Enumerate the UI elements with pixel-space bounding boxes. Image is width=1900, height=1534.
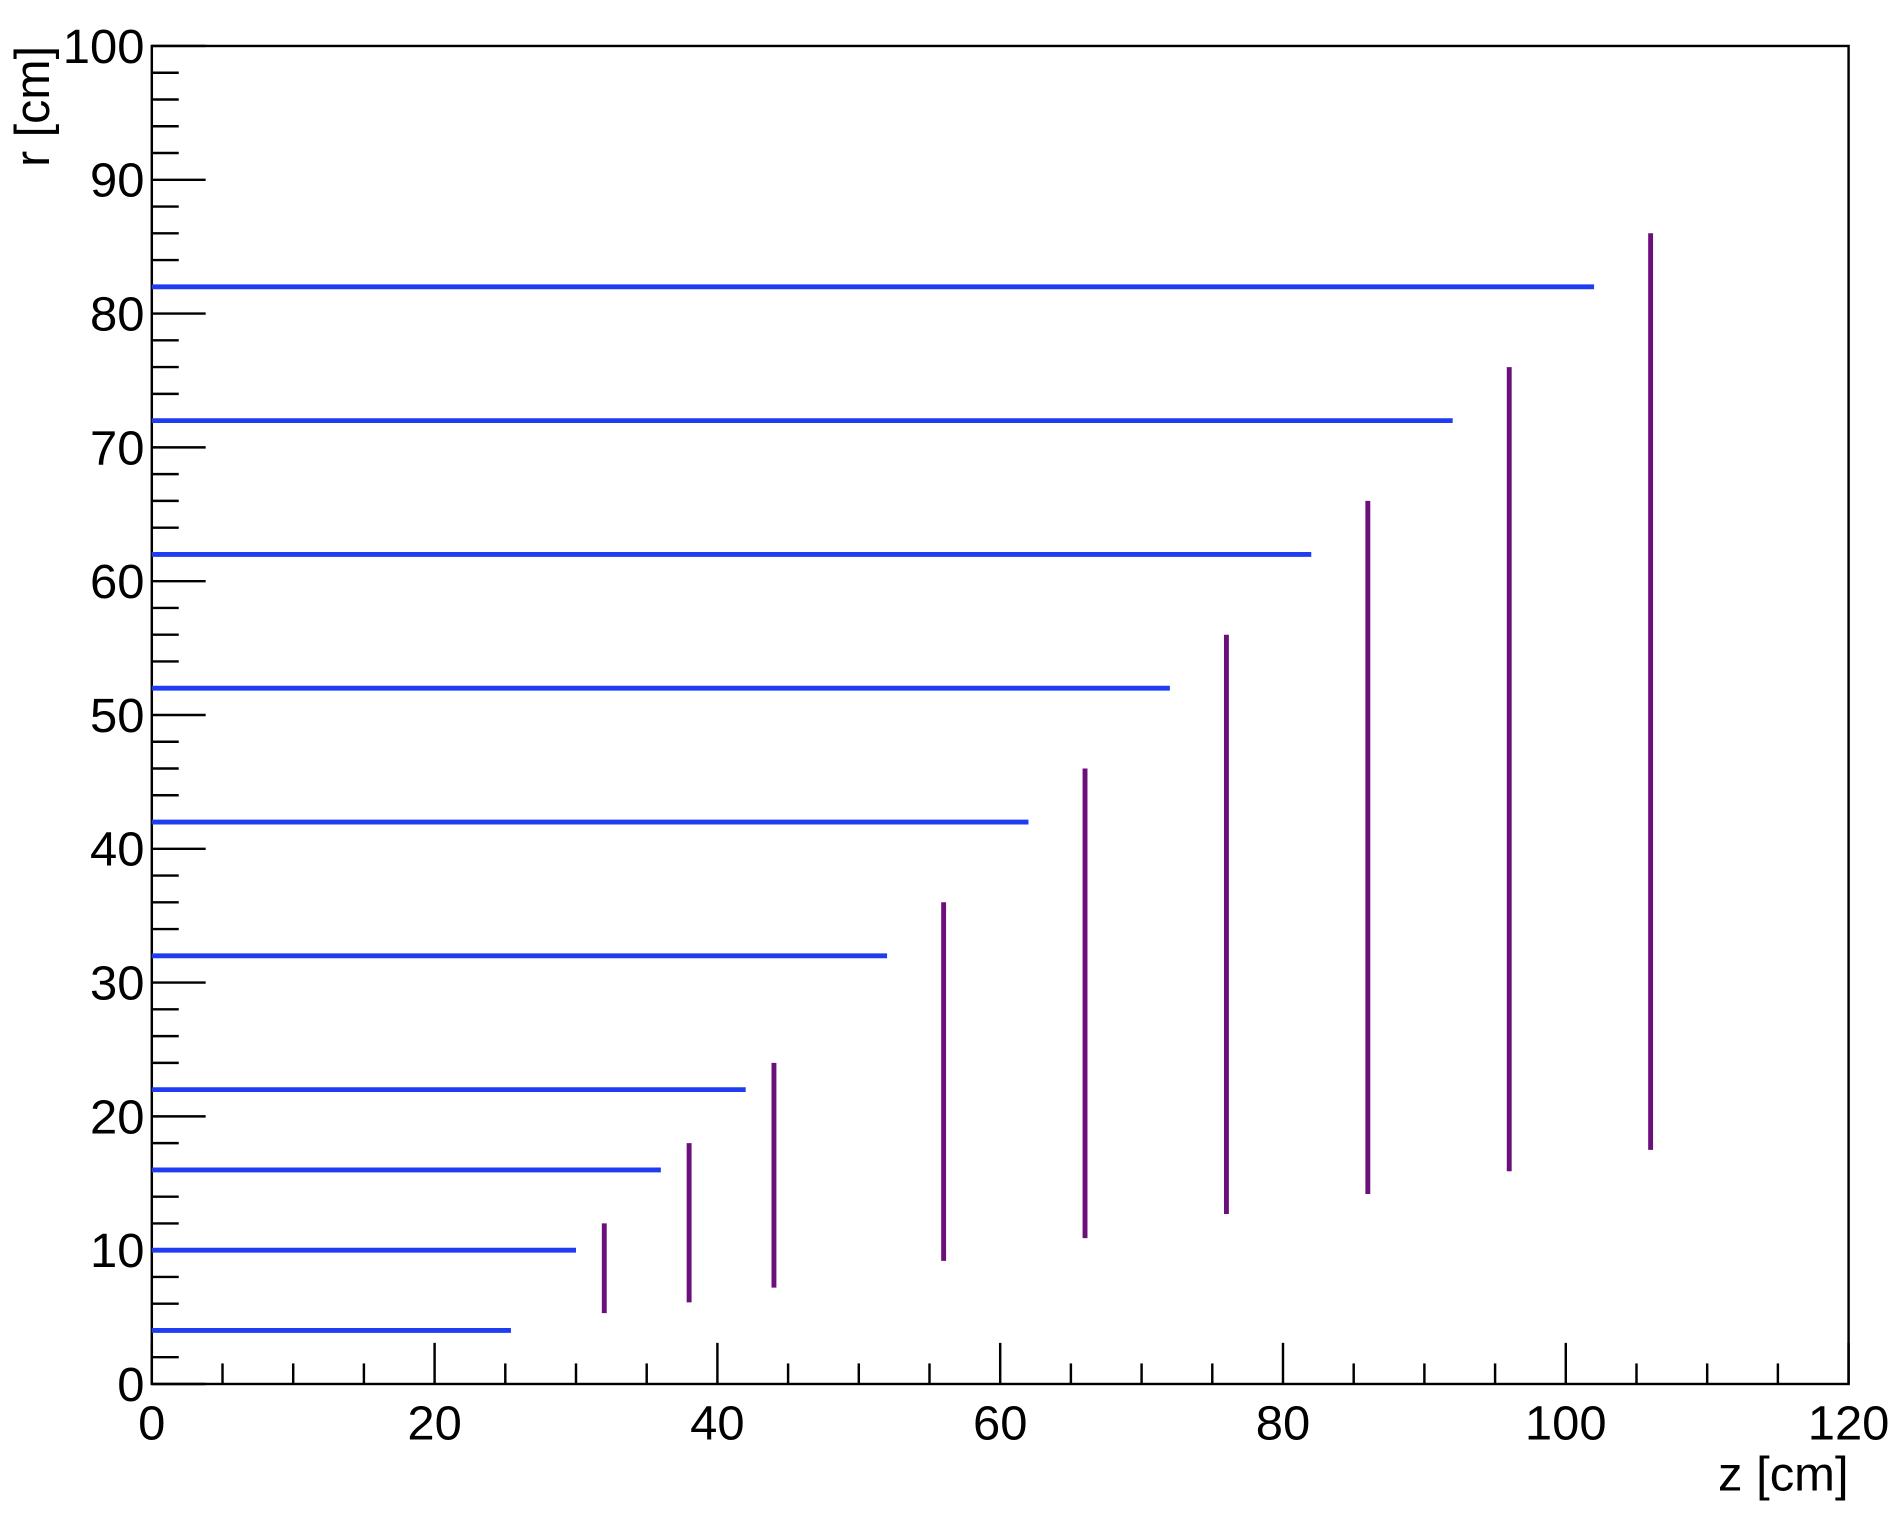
- y-axis-label: r [cm]: [6, 46, 60, 167]
- y-tick-label: 80: [90, 288, 144, 342]
- x-tick-label: 60: [973, 1397, 1027, 1451]
- x-axis-label: z [cm]: [1718, 1448, 1849, 1502]
- x-tick-label: 80: [1256, 1397, 1310, 1451]
- y-tick-label: 100: [63, 20, 145, 74]
- x-tick-label: 20: [407, 1397, 461, 1451]
- x-tick-label: 120: [1808, 1397, 1890, 1451]
- y-tick-label: 30: [90, 957, 144, 1011]
- x-tick-label: 0: [138, 1397, 165, 1451]
- y-tick-label: 50: [90, 689, 144, 743]
- y-tick-label: 60: [90, 555, 144, 609]
- x-tick-label: 100: [1525, 1397, 1607, 1451]
- y-tick-label: 70: [90, 422, 144, 476]
- y-tick-label: 10: [90, 1224, 144, 1278]
- x-tick-label: 40: [690, 1397, 744, 1451]
- y-tick-label: 90: [90, 154, 144, 208]
- y-tick-label: 40: [90, 823, 144, 877]
- y-tick-label: 20: [90, 1091, 144, 1145]
- plot-frame: [150, 44, 1850, 1386]
- y-tick-label: 0: [117, 1358, 144, 1412]
